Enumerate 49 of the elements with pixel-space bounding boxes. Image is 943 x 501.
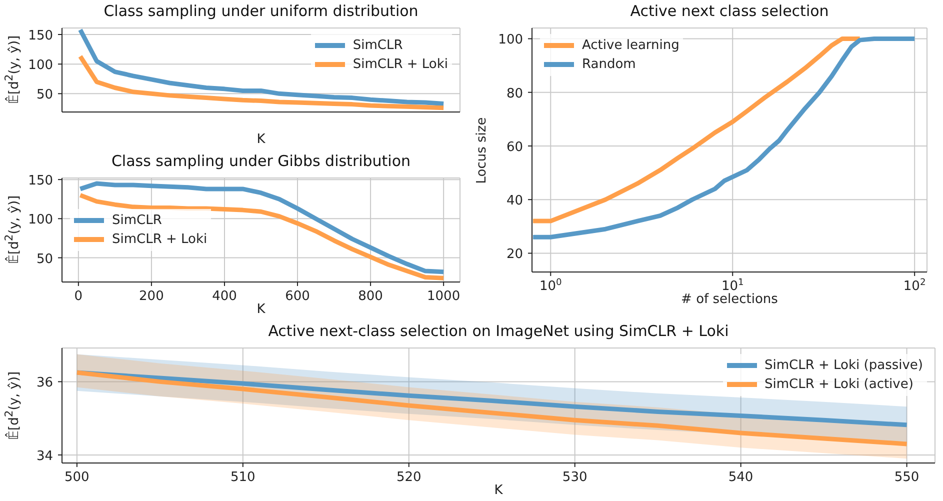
chart-title: Active next-class selection on ImageNet using SimCLR + Loki: [267, 322, 730, 340]
x-axis-title: K: [256, 302, 266, 317]
y-tick-label: 40: [506, 194, 523, 209]
y-tick-label: 34: [36, 448, 53, 464]
line-series: [78, 181, 446, 274]
x-tick-label: 530: [562, 470, 588, 485]
legend-label: SimCLR + Loki: [112, 231, 208, 249]
y-tick-label: 50: [36, 252, 53, 267]
chart-title: Active next class selection: [629, 2, 830, 20]
chart-title: Class sampling under Gibbs distribution: [110, 152, 412, 170]
y-tick-label: 100: [28, 212, 53, 228]
legend-label: SimCLR + Loki (passive): [764, 357, 923, 375]
x-axis-title: # of selections: [681, 292, 778, 307]
y-axis-title: Locus size: [474, 116, 490, 184]
y-tick-label: 100: [498, 32, 523, 48]
y-tick-label: 20: [506, 247, 523, 262]
x-tick-label: 510: [230, 470, 256, 485]
y-tick-label: 100: [28, 58, 53, 74]
y-tick-label: 50: [36, 88, 53, 103]
legend-label: SimCLR: [112, 212, 162, 230]
x-tick-label: 10$^{1}$: [721, 278, 744, 294]
legend-label: Active learning: [582, 37, 680, 55]
x-tick-label: 10$^{0}$: [539, 278, 562, 294]
x-tick-label: 400: [212, 289, 237, 304]
y-tick-label: 80: [506, 86, 523, 102]
x-axis-title: K: [494, 483, 503, 498]
x-tick-label: 1000: [427, 289, 460, 304]
legend-label: Random: [582, 56, 636, 74]
line-series: [78, 54, 446, 110]
x-tick-label: 540: [728, 470, 754, 485]
x-tick-label: 500: [64, 470, 90, 485]
y-tick-label: 36: [36, 376, 53, 391]
line-series: [78, 28, 446, 106]
x-tick-label: 550: [894, 470, 920, 485]
chart-title: Class sampling under uniform distribution: [102, 2, 420, 20]
legend-label: SimCLR: [352, 37, 403, 55]
line-series: [78, 192, 446, 280]
x-tick-label: 800: [358, 289, 383, 304]
x-tick-label: 520: [396, 470, 422, 485]
x-axis-title: K: [256, 132, 266, 149]
x-tick-label: 200: [139, 289, 164, 304]
x-tick-label: 600: [285, 289, 310, 304]
x-tick-label: 0: [74, 289, 83, 304]
legend-label: SimCLR + Loki: [352, 56, 448, 74]
legend-label: SimCLR + Loki (active): [764, 376, 914, 394]
x-tick-label: 10$^{2}$: [903, 278, 926, 294]
y-tick-label: 150: [28, 174, 53, 189]
y-tick-label: 150: [28, 28, 53, 44]
y-tick-label: 60: [506, 140, 523, 155]
